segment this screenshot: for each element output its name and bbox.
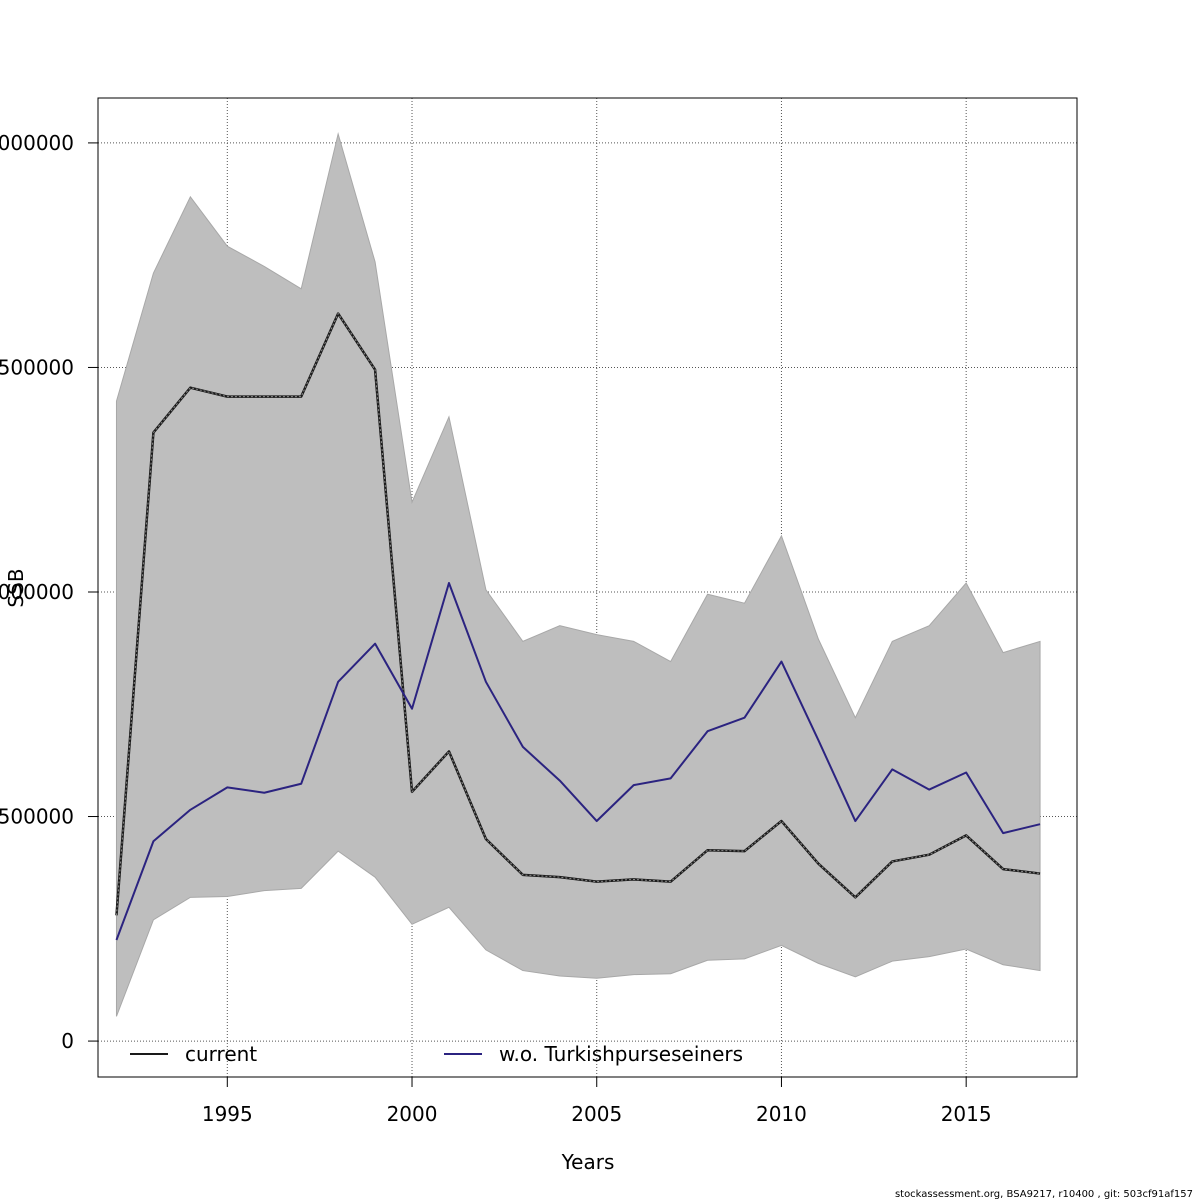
y-tick-label: 500000 <box>0 805 74 829</box>
y-tick-label: 0 <box>61 1029 74 1053</box>
y-tick-label: 1500000 <box>0 355 74 379</box>
series-line-wo-turkish <box>115 582 1041 941</box>
confidence-band-layer <box>115 131 1041 1017</box>
y-axis: 0 500000 1000000 1500000 2000000 <box>0 131 98 1053</box>
series-line-current-dashes <box>115 312 1041 916</box>
x-tick-label: 2010 <box>756 1102 807 1126</box>
footer-caption: stockassessment.org, BSA9217, r10400 , g… <box>895 1189 1193 1200</box>
legend: current w.o. Turkishpurseseiners <box>130 1042 743 1066</box>
y-tick-label: 1000000 <box>0 580 74 604</box>
y-axis-title: SSB <box>4 568 28 607</box>
legend-label-current: current <box>185 1042 257 1066</box>
x-tick-label: 2005 <box>571 1102 622 1126</box>
x-axis-title: Years <box>561 1150 615 1174</box>
plot-frame <box>97 97 1078 1078</box>
x-tick-label: 2000 <box>387 1102 438 1126</box>
y-tick-label: 2000000 <box>0 131 74 155</box>
x-tick-label: 1995 <box>202 1102 253 1126</box>
confidence-band <box>115 131 1041 1017</box>
x-axis: 1995 2000 2005 2010 2015 <box>202 1077 992 1126</box>
x-tick-label: 2015 <box>941 1102 992 1126</box>
series-layer <box>115 312 1041 941</box>
legend-label-wo-turkish: w.o. Turkishpurseseiners <box>499 1042 743 1066</box>
